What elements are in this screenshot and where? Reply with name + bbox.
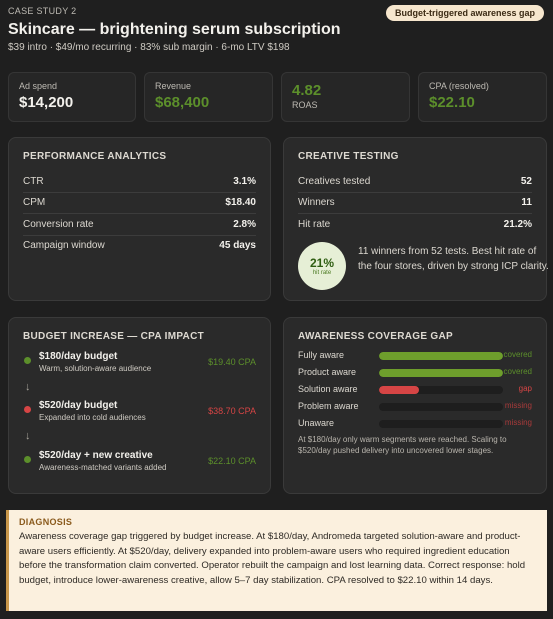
case-label: CASE STUDY 2	[8, 6, 77, 16]
diagnosis-text: Awareness coverage gap triggered by budg…	[19, 531, 526, 586]
hit-rate-percent: 21%	[309, 256, 335, 270]
status-dot	[24, 406, 31, 413]
budget-step: $520/day budget Expanded into cold audie…	[23, 400, 256, 430]
awareness-label: Product aware	[298, 367, 357, 377]
divider	[23, 192, 256, 193]
step-description: Expanded into cold audiences	[39, 413, 146, 422]
divider	[298, 213, 532, 214]
awareness-row: Product aware covered	[298, 366, 532, 380]
arrow-down-icon: ↓	[25, 381, 31, 393]
kpi-cpa: CPA (resolved) $22.10	[418, 72, 547, 122]
awareness-note: At $180/day only warm segments were reac…	[298, 435, 507, 455]
coverage-bar	[379, 420, 503, 428]
metric-value: 21.2%	[503, 218, 532, 230]
awareness-label: Fully aware	[298, 350, 345, 360]
metric-row: CTR 3.1%	[23, 173, 256, 189]
kpi-label: ROAS	[292, 100, 318, 110]
step-cpa: $38.70 CPA	[208, 406, 256, 416]
metric-label: CPM	[23, 196, 46, 208]
coverage-status: gap	[518, 384, 532, 393]
kpi-value: $14,200	[19, 94, 74, 111]
metric-label: Winners	[298, 196, 335, 208]
divider	[23, 235, 256, 236]
coverage-bar	[379, 369, 503, 377]
performance-card: PERFORMANCE ANALYTICS CTR 3.1% CPM $18.4…	[8, 137, 271, 301]
metric-value: 45 days	[219, 239, 256, 251]
card-title: AWARENESS COVERAGE GAP	[298, 331, 453, 342]
metric-label: Conversion rate	[23, 218, 94, 230]
card-title: BUDGET INCREASE — CPA IMPACT	[23, 331, 204, 342]
metric-label: Campaign window	[23, 239, 105, 251]
coverage-bar	[379, 386, 503, 394]
arrow-down-icon: ↓	[25, 430, 31, 442]
metric-label: Creatives tested	[298, 175, 371, 187]
metric-row: Hit rate 21.2%	[298, 216, 532, 232]
metric-row: CPM $18.40	[23, 194, 256, 210]
kpi-revenue: Revenue $68,400	[144, 72, 273, 122]
metric-value: 2.8%	[233, 218, 256, 230]
header: CASE STUDY 2 Skincare — brightening seru…	[8, 4, 548, 62]
step-name: $520/day budget	[39, 400, 118, 411]
coverage-bar	[379, 352, 503, 360]
metric-label: Hit rate	[298, 218, 331, 230]
hit-rate-badge: 21% hit rate	[298, 242, 346, 290]
step-cpa: $22.10 CPA	[208, 456, 256, 466]
card-title: CREATIVE TESTING	[298, 151, 399, 162]
awareness-row: Fully aware covered	[298, 349, 532, 363]
budget-impact-card: BUDGET INCREASE — CPA IMPACT $180/day bu…	[8, 317, 271, 494]
step-name: $520/day + new creative	[39, 450, 153, 461]
step-description: Awareness-matched variants added	[39, 463, 167, 472]
coverage-fill	[379, 352, 503, 360]
budget-step: $180/day budget Warm, solution-aware aud…	[23, 351, 256, 381]
kpi-roas: 4.82 ROAS	[281, 72, 410, 122]
awareness-row: Unaware missing	[298, 417, 532, 431]
coverage-fill	[379, 386, 419, 394]
step-description: Warm, solution-aware audience	[39, 364, 152, 373]
awareness-gap-card: AWARENESS COVERAGE GAP Fully aware cover…	[283, 317, 547, 494]
kpi-label: Ad spend	[19, 81, 58, 91]
page-subtitle: $39 intro · $49/mo recurring · 83% sub m…	[8, 42, 290, 53]
status-dot	[24, 456, 31, 463]
coverage-status: covered	[503, 350, 532, 359]
diagnosis-callout: DIAGNOSIS Awareness coverage gap trigger…	[6, 510, 547, 611]
kpi-value: $68,400	[155, 94, 210, 111]
coverage-status: missing	[504, 418, 532, 427]
divider	[298, 192, 532, 193]
awareness-label: Problem aware	[298, 401, 359, 411]
hit-rate-caption: hit rate	[312, 270, 332, 276]
coverage-status: missing	[504, 401, 532, 410]
awareness-label: Solution aware	[298, 384, 358, 394]
kpi-value: 4.82	[292, 82, 322, 99]
status-dot	[24, 357, 31, 364]
coverage-fill	[379, 369, 503, 377]
coverage-bar	[379, 403, 503, 411]
metric-row: Winners 11	[298, 194, 532, 210]
card-title: PERFORMANCE ANALYTICS	[23, 151, 167, 162]
kpi-value: $22.10	[429, 94, 475, 111]
awareness-row: Problem aware missing	[298, 400, 532, 414]
awareness-row: Solution aware gap	[298, 383, 532, 397]
kpi-label: CPA (resolved)	[429, 81, 489, 91]
metric-value: 52	[520, 175, 532, 187]
status-badge: Budget-triggered awareness gap	[385, 5, 544, 21]
metric-row: Creatives tested 52	[298, 173, 532, 189]
metric-value: $18.40	[225, 196, 256, 208]
kpi-label: Revenue	[155, 81, 192, 91]
diagnosis-title: DIAGNOSIS	[19, 517, 73, 527]
hit-rate-summary: 11 winners from 52 tests. Best hit rate …	[358, 246, 549, 272]
metric-row: Campaign window 45 days	[23, 237, 256, 253]
page-title: Skincare — brightening serum subscriptio…	[8, 21, 341, 38]
coverage-status: covered	[503, 367, 532, 376]
metric-value: 11	[521, 196, 532, 208]
awareness-label: Unaware	[298, 418, 335, 428]
metric-label: CTR	[23, 175, 44, 187]
step-cpa: $19.40 CPA	[208, 357, 256, 367]
budget-step: $520/day + new creative Awareness-matche…	[23, 450, 256, 480]
kpi-ad-spend: Ad spend $14,200	[8, 72, 136, 122]
creative-testing-card: CREATIVE TESTING Creatives tested 52 Win…	[283, 137, 549, 301]
metric-value: 3.1%	[233, 175, 256, 187]
divider	[23, 213, 256, 214]
step-name: $180/day budget	[39, 351, 118, 362]
metric-row: Conversion rate 2.8%	[23, 216, 256, 232]
